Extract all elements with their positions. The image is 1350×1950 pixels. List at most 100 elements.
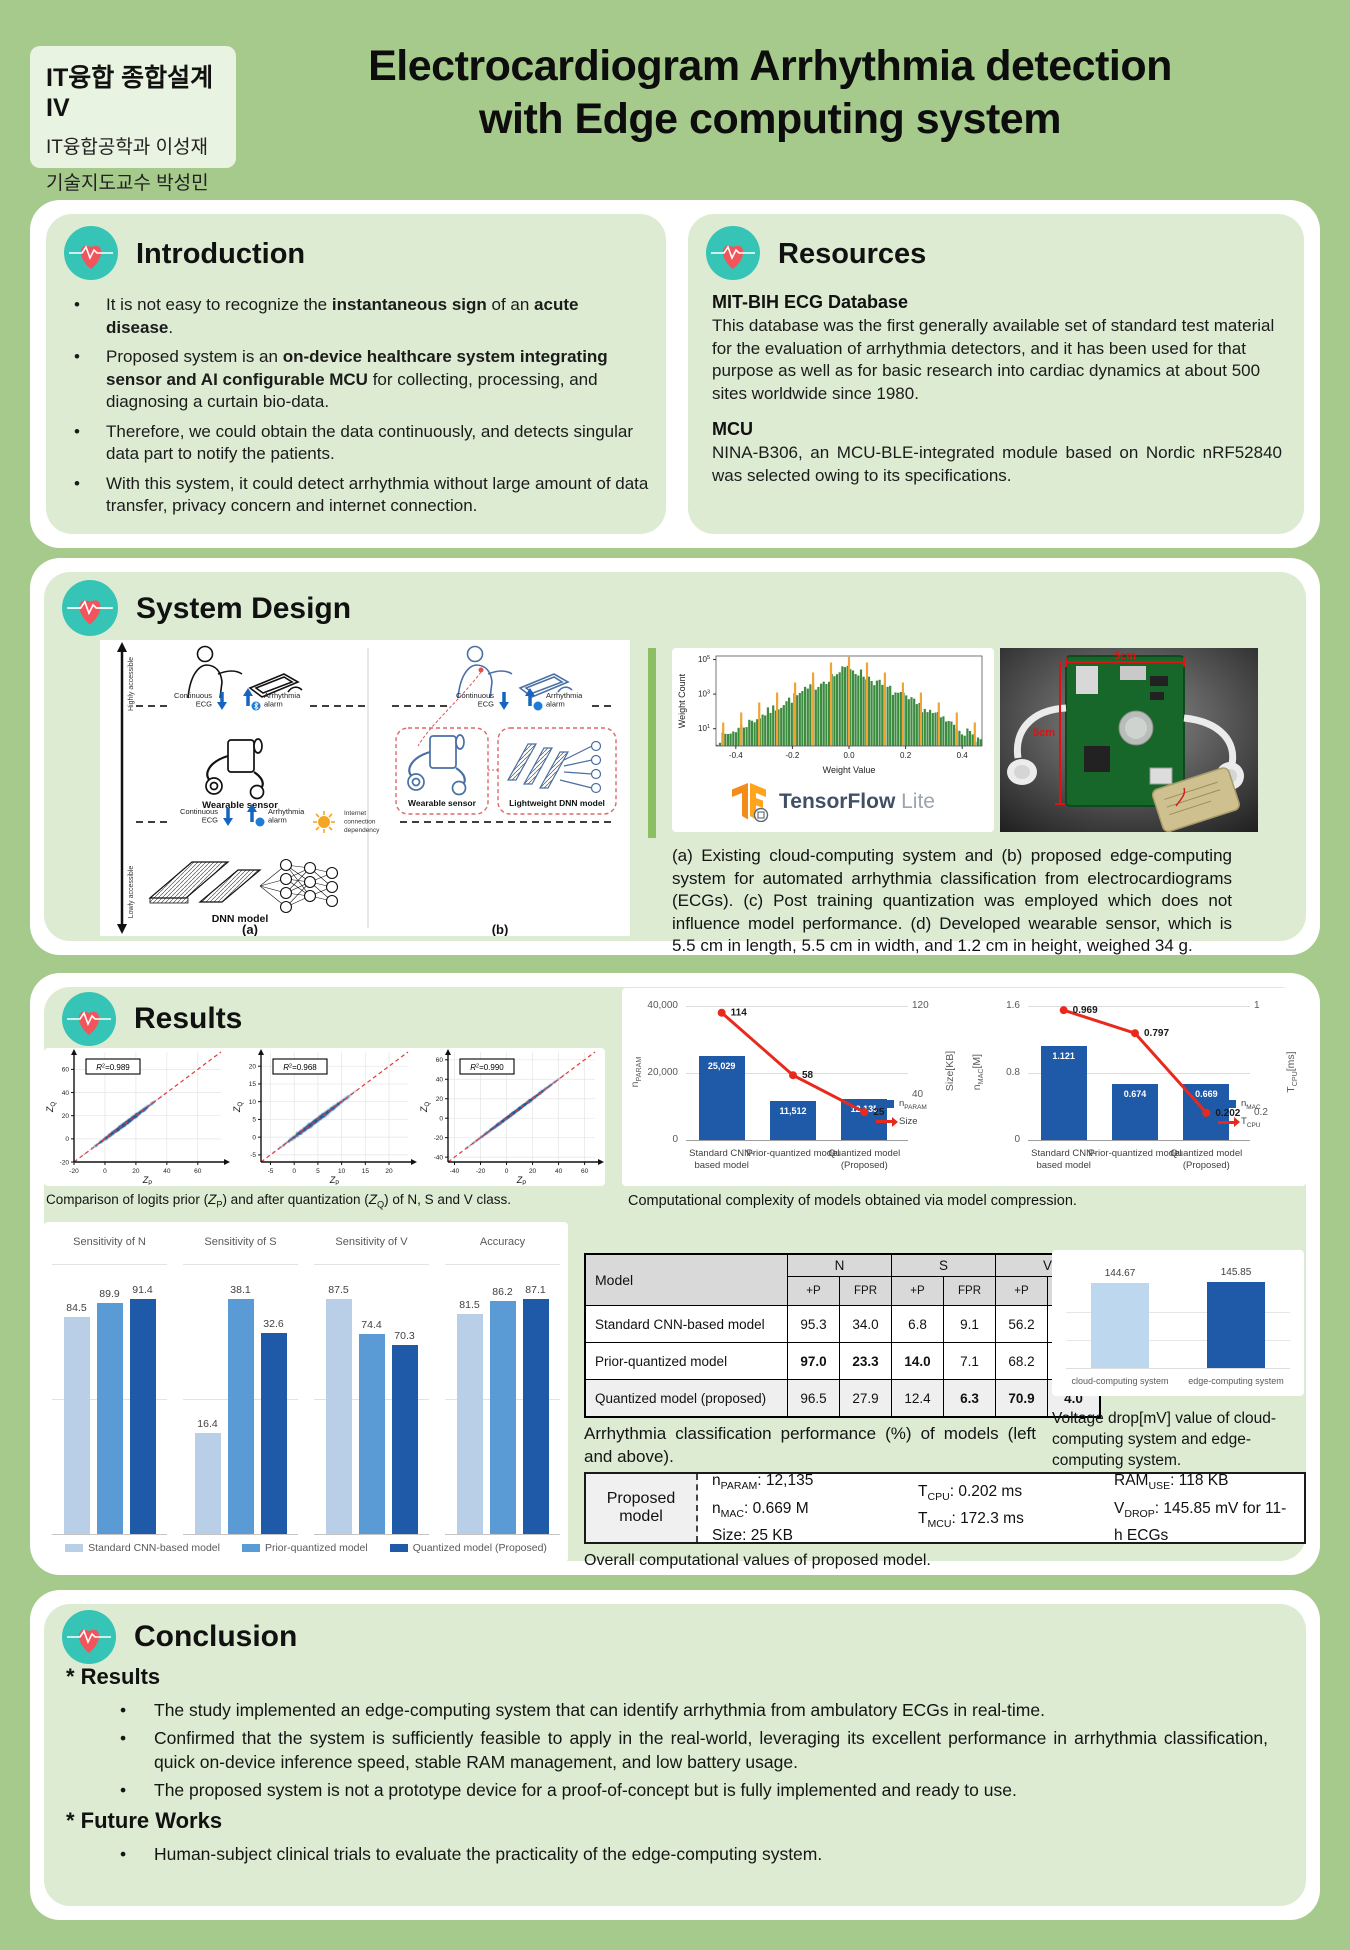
svg-text:60: 60 <box>62 1067 70 1074</box>
svg-text:20: 20 <box>385 1168 393 1175</box>
svg-text:-5: -5 <box>268 1168 274 1175</box>
scatter-plot-N: -20 -20 0 0 20 20 40 40 60 60 R2=0.989 ZQ ZP <box>45 1049 230 1186</box>
svg-text:-5: -5 <box>250 1152 256 1159</box>
proposed-model-label: Proposed model <box>586 1474 698 1542</box>
label-continuous-ecg: Continuous ECG <box>174 691 212 709</box>
svg-text:-0.4: -0.4 <box>729 751 743 760</box>
advisor: 기술지도교수 박성민 <box>46 173 209 194</box>
axis-label-highly-accessible: Highly accessible <box>128 657 135 711</box>
tf-brand-text: TensorFlow <box>779 790 896 813</box>
course-badge: IT융합 종합설계IV IT융합공학과 이성재 기술지도교수 박성민 <box>30 46 236 194</box>
nmac-tcpu-chart: 0 0.8 1.6 0.2 1 nMAC[M] TCPU[ms] 1.121 Standard … <box>970 1000 1300 1171</box>
introduction-panel <box>46 214 666 534</box>
electrode-cable-right <box>1183 714 1237 765</box>
svg-text:R2=0.968: R2=0.968 <box>283 1063 317 1072</box>
complexity-caption: Computational complexity of models obtai… <box>628 1193 1077 1209</box>
svg-text:40: 40 <box>163 1168 171 1175</box>
label-continuous-ecg-b: Continuous ECG <box>456 691 494 709</box>
quantization-figure-box: 101 103 105 -0.4 -0.2 0.0 0.2 0.4 Weight Count We… <box>672 648 994 832</box>
svg-text:ZP: ZP <box>142 1175 153 1186</box>
svg-text:103: 103 <box>698 690 710 699</box>
svg-text:0: 0 <box>103 1168 107 1175</box>
voltage-caption: Voltage drop[mV] value of cloud-computin… <box>1052 1410 1277 1469</box>
svg-text:-20: -20 <box>60 1159 70 1166</box>
resource-heading-mcu: MCU <box>712 419 753 439</box>
list-item: • Therefore, we could obtain the data con… <box>74 421 634 464</box>
internet-sun-icon <box>313 811 335 833</box>
system-design-caption: (a) Existing cloud-computing system and … <box>672 846 1232 955</box>
complexity-figure-box: 0 20,000 40,000 40 120 nPARAM Size[KB] 25,029 St… <box>622 988 1306 1186</box>
svg-text:5: 5 <box>316 1168 320 1175</box>
svg-text:0: 0 <box>292 1168 296 1175</box>
proposed-caption: Overall computational values of proposed… <box>584 1552 931 1569</box>
svg-text:15: 15 <box>362 1168 370 1175</box>
list-item: • The study implemented an edge-computing… <box>120 1700 1045 1720</box>
weight-histogram: 101 103 105 -0.4 -0.2 0.0 0.2 0.4 Weight Count We… <box>672 648 994 776</box>
course-name: IT융합 종합설계IV <box>46 64 214 122</box>
table-caption: Arrhythmia classification performance (%… <box>584 1424 1036 1466</box>
resources-panel <box>688 214 1304 534</box>
proposed-model-summary-box: Proposed model nPARAM: 12,135 nMAC: 0.669… <box>584 1472 1306 1544</box>
svg-text:60: 60 <box>194 1168 202 1175</box>
label-arrhythmia-alarm-b: Arrhythmia alarm <box>546 691 583 709</box>
proposed-model-memory-values: RAMUSE: 118 KB VDROP: 145.85 mV for 11-h … <box>1114 1472 1287 1544</box>
tf-variant-text: Lite <box>901 790 935 813</box>
conclusion-panel <box>44 1604 1306 1906</box>
introduction-title: Introduction <box>136 238 306 270</box>
label-wearable-sensor-b: Wearable sensor <box>408 798 477 808</box>
results-title: Results <box>134 1002 243 1035</box>
svg-text:ZP: ZP <box>329 1175 340 1186</box>
svg-text:0: 0 <box>65 1136 69 1143</box>
wearable-sensor-icon-blue <box>407 734 467 796</box>
label-continuous-ecg-2: Continuous ECG <box>180 807 218 825</box>
proposed-model-time-values: TCPU: 0.202 ms TMCU: 172.3 ms <box>918 1482 1024 1531</box>
svg-text:ZQ: ZQ <box>232 1102 244 1114</box>
dimension-lines <box>1055 657 1185 805</box>
resources-title: Resources <box>778 238 927 270</box>
heart-ecg-icon <box>62 1610 116 1664</box>
poster-title-line2: with Edge computing system <box>479 95 1061 143</box>
svg-text:20: 20 <box>132 1168 140 1175</box>
poster-title: Electrocardiogram Arrhythmia detection w… <box>240 40 1300 146</box>
resource-body-mcu: NINA-B306, an MCU-BLE-integrated module … <box>712 443 1282 485</box>
nparam-size-chart: 0 20,000 40,000 40 120 nPARAM Size[KB] 25,029 St… <box>628 1000 956 1171</box>
photo-height-label: 5cm <box>1033 727 1055 739</box>
list-item: • The proposed system is not a prototype … <box>120 1780 1017 1800</box>
label-wearable-sensor-a: Wearable sensor <box>202 800 278 811</box>
lightweight-dnn-icon <box>506 740 602 794</box>
svg-text:0.0: 0.0 <box>843 751 855 760</box>
label-lightweight-dnn: Lightweight DNN model <box>509 798 605 808</box>
scatter-plot-S: -5 -5 0 0 5 5 10 10 15 15 20 20 R2=0.968 ZQ ZP <box>232 1049 417 1186</box>
svg-text:Weight Count: Weight Count <box>677 673 687 728</box>
electrode-cable-left <box>1013 704 1067 759</box>
wearable-sensor-photo: 5cm 5cm <box>1000 648 1258 832</box>
heart-ecg-icon <box>64 226 118 280</box>
list-item: • With this system, it could detect arrhy… <box>74 473 649 516</box>
scatter-caption: Comparison of logits prior (ZP) and afte… <box>46 1192 511 1210</box>
label-internet-dependency: Internet connection dependency <box>344 810 380 834</box>
bluetooth-icon <box>533 701 543 711</box>
label-arrhythmia-alarm-2: Arrhythmia alarm <box>268 807 305 825</box>
list-item: • It is not easy to recognize the instant… <box>74 295 579 337</box>
svg-text:0.2: 0.2 <box>900 751 912 760</box>
conclusion-future-heading: * Future Works <box>66 1808 223 1833</box>
department-author: IT융합공학과 이성재 <box>46 137 209 158</box>
svg-text:Weight Value: Weight Value <box>823 765 876 775</box>
heart-ecg-icon <box>62 992 116 1046</box>
sublabel-a: (a) <box>242 922 258 936</box>
conclusion-title: Conclusion <box>134 1620 298 1653</box>
axis-label-lowly-accessible: Lowly accessible <box>128 866 135 919</box>
list-item: • Proposed system is an on-device healthc… <box>74 347 608 411</box>
svg-text:R2=0.989: R2=0.989 <box>96 1063 130 1072</box>
svg-text:20: 20 <box>62 1113 70 1120</box>
svg-text:101: 101 <box>698 724 710 733</box>
person-icon <box>187 645 243 699</box>
voltage-drop-chart: 144.67 cloud-computing system 145.85 edge-c… <box>1052 1250 1304 1396</box>
list-item: • Human-subject clinical trials to evalua… <box>120 1844 823 1864</box>
svg-text:5: 5 <box>252 1117 256 1124</box>
wearable-sensor-icon <box>205 738 265 800</box>
tablet-icon <box>248 673 303 698</box>
